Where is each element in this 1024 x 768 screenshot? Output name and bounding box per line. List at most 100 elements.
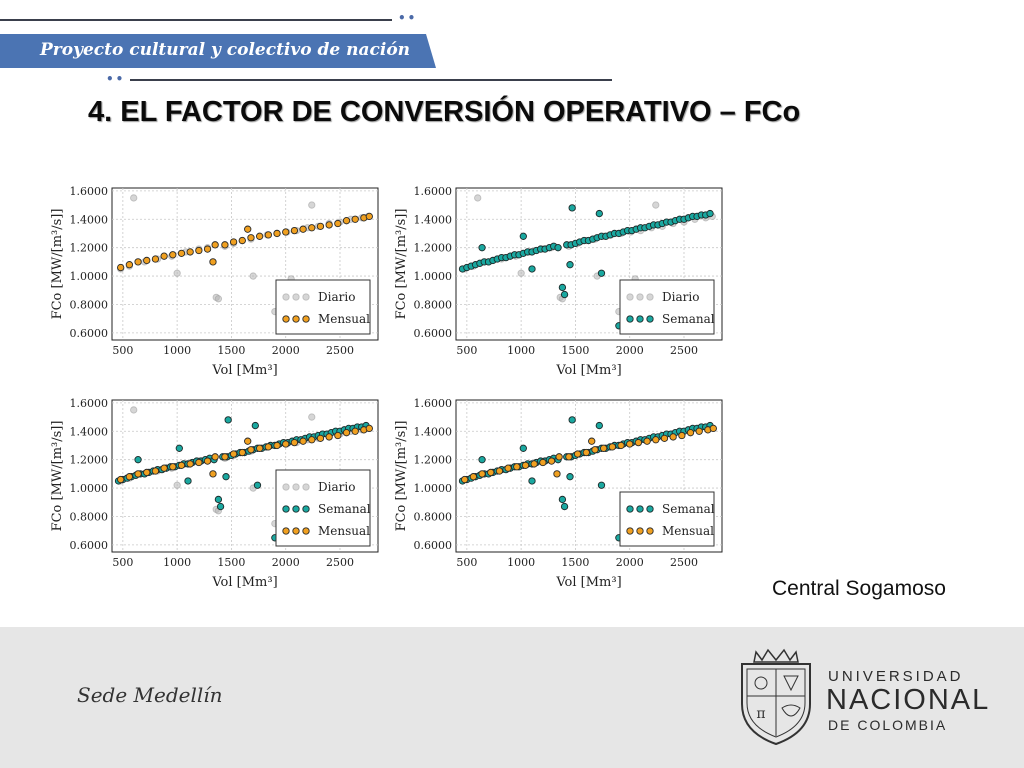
chart-caption: Central Sogamoso <box>772 577 946 600</box>
legend-marker <box>282 505 290 513</box>
data-point-mensual <box>169 251 177 259</box>
data-point-diario <box>308 201 316 209</box>
data-point-mensual <box>169 463 177 471</box>
data-point-semanal <box>597 269 606 277</box>
scatter-chart-diario-semanal: 500 1000 1500 2000 2500 0.6000 0.8000 1.0000 1.2… <box>394 185 723 378</box>
data-point-mensual <box>186 248 194 256</box>
data-point-diario <box>474 194 482 202</box>
data-point-semanal <box>597 481 606 489</box>
data-point-mensual <box>495 467 504 475</box>
legend-marker <box>646 527 654 535</box>
legend-label: Mensual <box>318 312 370 326</box>
data-point-mensual <box>177 461 186 469</box>
data-point-semanal <box>134 456 142 464</box>
y-tick-label: 1.6000 <box>414 185 453 198</box>
y-tick-label: 0.6000 <box>70 327 109 340</box>
data-point-semanal <box>560 502 569 511</box>
legend-marker <box>626 527 634 535</box>
data-point-mensual <box>290 226 299 235</box>
legend-marker <box>302 527 310 535</box>
data-point-semanal <box>568 204 576 212</box>
data-point-mensual <box>211 241 219 249</box>
data-point-mensual <box>652 436 660 444</box>
data-point-mensual <box>209 258 217 266</box>
data-point-mensual <box>342 217 351 225</box>
data-point-mensual <box>290 438 299 447</box>
data-point-mensual <box>238 236 246 245</box>
data-point-semanal <box>251 421 259 430</box>
data-point-semanal <box>519 232 527 240</box>
data-point-mensual <box>160 464 168 472</box>
x-tick-label: 2000 <box>272 556 300 569</box>
y-axis-label: FCo [MW/[m³/s]] <box>50 209 65 320</box>
data-point-mensual <box>211 453 219 461</box>
data-point-mensual <box>634 438 643 447</box>
header-dots-bottom: •• <box>106 72 126 86</box>
data-point-semanal <box>175 444 183 452</box>
data-point-diario <box>308 413 316 421</box>
legend-label: Diario <box>318 290 355 304</box>
legend-box <box>275 279 371 335</box>
y-tick-label: 1.0000 <box>414 270 453 283</box>
y-axis-label: FCo [MW/[m³/s]] <box>394 209 409 320</box>
y-tick-label: 0.6000 <box>70 539 109 552</box>
y-tick-label: 1.2000 <box>70 242 109 255</box>
data-point-diario <box>517 269 525 277</box>
data-point-semanal <box>519 444 527 452</box>
y-tick-label: 0.8000 <box>70 510 109 523</box>
y-axis-label: FCo [MW/[m³/s]] <box>50 421 65 532</box>
data-point-mensual <box>282 228 290 236</box>
data-point-semanal <box>478 456 486 464</box>
y-tick-label: 1.2000 <box>414 242 453 255</box>
legend-marker <box>302 315 310 323</box>
scatter-chart-semanal-mensual: 500 1000 1500 2000 2500 0.6000 0.8000 1.0000 1.2… <box>394 397 723 590</box>
y-tick-label: 1.4000 <box>70 425 109 438</box>
data-point-mensual <box>504 464 512 472</box>
data-point-mensual <box>143 256 151 265</box>
legend-label: Semanal <box>318 502 371 516</box>
x-tick-label: 2000 <box>272 344 300 357</box>
header-dots-top: •• <box>398 11 418 25</box>
data-point-mensual <box>229 238 238 246</box>
university-name-line2: NACIONAL <box>826 684 991 716</box>
data-point-diario <box>130 194 138 202</box>
data-point-mensual <box>325 433 333 441</box>
data-point-mensual <box>221 241 229 249</box>
x-tick-label: 1000 <box>163 556 191 569</box>
data-point-mensual <box>478 470 486 478</box>
data-point-mensual <box>588 437 596 445</box>
legend-marker <box>302 505 310 513</box>
legend-marker <box>282 293 290 301</box>
legend-marker <box>292 483 300 491</box>
data-point-mensual <box>669 433 677 441</box>
y-tick-label: 1.2000 <box>70 454 109 467</box>
data-point-mensual <box>582 448 590 457</box>
data-point-mensual <box>316 222 325 231</box>
data-point-semanal <box>224 416 232 424</box>
data-point-semanal <box>558 495 567 504</box>
data-point-mensual <box>660 434 669 443</box>
data-point-diario <box>249 272 257 280</box>
data-point-diario <box>130 406 138 414</box>
legend-marker <box>626 315 634 323</box>
data-point-mensual <box>160 252 168 260</box>
data-point-mensual <box>203 457 212 465</box>
data-point-semanal <box>566 473 574 481</box>
data-point-mensual <box>264 231 272 239</box>
x-tick-label: 1500 <box>217 344 245 357</box>
data-point-semanal <box>560 290 569 299</box>
data-point-semanal <box>478 244 486 252</box>
data-point-mensual <box>547 457 556 465</box>
data-point-mensual <box>553 470 561 478</box>
data-point-mensual <box>351 215 359 223</box>
data-point-semanal <box>214 495 223 504</box>
x-tick-label: 1000 <box>507 556 535 569</box>
data-point-mensual <box>334 431 342 440</box>
data-point-mensual <box>334 219 342 228</box>
data-point-mensual <box>247 446 255 454</box>
university-name-line3: DE COLOMBIA <box>828 717 948 733</box>
banner-text: Proyecto cultural y colectivo de nación <box>40 40 411 60</box>
data-point-mensual <box>134 470 142 478</box>
y-tick-label: 0.8000 <box>414 510 453 523</box>
legend-marker <box>646 505 654 513</box>
